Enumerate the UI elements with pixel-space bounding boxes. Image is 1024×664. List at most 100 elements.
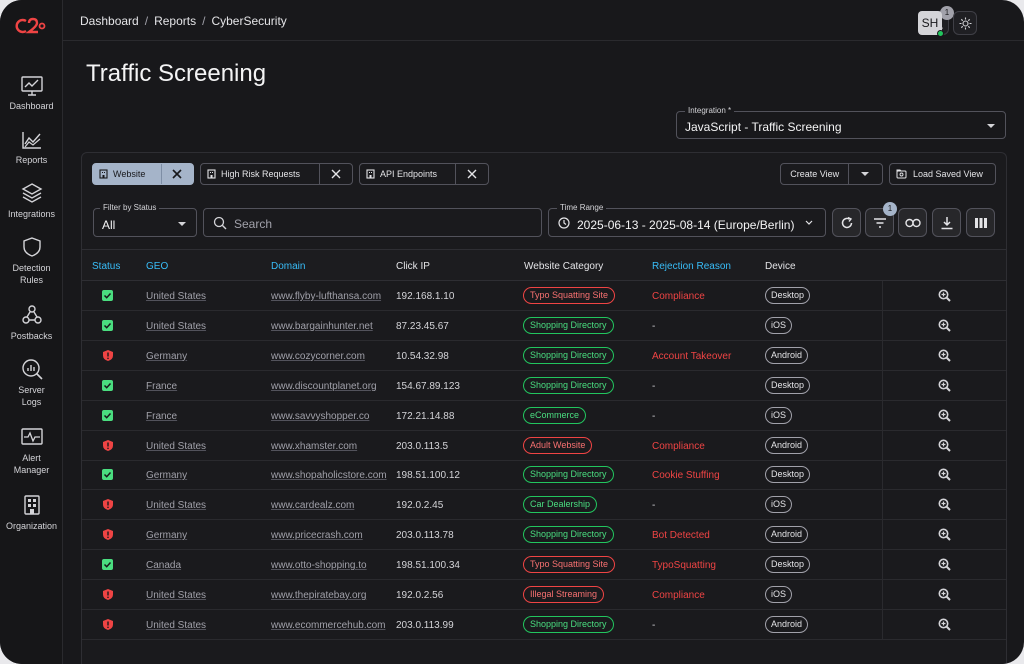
table-row[interactable]: United States www.thepiratebay.org 192.0… (82, 580, 1006, 610)
remove-chip-button[interactable] (162, 164, 193, 184)
geo-cell[interactable]: United States (146, 320, 207, 332)
website-category-tag: eCommerce (523, 406, 587, 424)
breadcrumb-dashboard[interactable]: Dashboard (80, 14, 139, 28)
table-row[interactable]: United States www.flyby-lufthansa.com 19… (82, 281, 1006, 311)
download-button[interactable] (932, 208, 961, 237)
table-row[interactable]: France www.savvyshopper.co 172.21.14.88 … (82, 400, 1006, 431)
table-row[interactable]: Germany www.cozycorner.com 10.54.32.98 S… (82, 340, 1006, 371)
domain-cell[interactable]: www.thepiratebay.org (271, 590, 367, 601)
avatar[interactable]: SH (918, 11, 942, 35)
device-tag: Android (765, 615, 809, 633)
geo-cell[interactable]: Germany (146, 530, 188, 542)
zoom-in-icon[interactable] (938, 618, 951, 631)
refresh-icon (841, 216, 852, 228)
zoom-in-icon[interactable] (938, 588, 951, 601)
search-input[interactable]: Search (203, 208, 542, 237)
geo-cell[interactable]: Canada (146, 560, 182, 572)
create-view-dropdown[interactable] (849, 164, 882, 184)
sidebar-item-server-logs[interactable]: Server Logs (0, 358, 63, 408)
domain-cell[interactable]: www.bargainhunter.net (271, 320, 373, 332)
view-chip-website[interactable]: Website (92, 163, 194, 185)
domain-cell[interactable]: www.xhamster.com (271, 440, 358, 452)
geo-cell[interactable]: Germany (146, 350, 188, 362)
theme-toggle-button[interactable] (953, 11, 977, 35)
table-row[interactable]: United States www.xhamster.com 203.0.113… (82, 430, 1006, 461)
column-header-status[interactable]: Status (92, 261, 121, 272)
geo-cell[interactable]: Germany (146, 470, 188, 482)
zoom-in-icon[interactable] (938, 289, 951, 302)
geo-cell[interactable]: United States (146, 619, 207, 631)
zoom-in-icon[interactable] (938, 439, 951, 452)
breadcrumb-current: CyberSecurity (211, 14, 287, 28)
sidebar-item-detection-rules[interactable]: Detection Rules (0, 236, 63, 286)
column-divider (882, 400, 883, 431)
zoom-in-icon[interactable] (938, 409, 951, 422)
filter-button[interactable]: 1 (865, 202, 897, 237)
status-filter-select[interactable]: Filter by Status All (93, 203, 197, 237)
zoom-in-icon[interactable] (938, 468, 951, 482)
view-chip-high-risk-requests[interactable]: High Risk Requests (200, 163, 353, 185)
geo-cell[interactable]: France (146, 380, 178, 392)
sidebar-item-postbacks[interactable]: Postbacks (0, 304, 63, 342)
rejection-reason-cell: - (652, 410, 656, 422)
sidebar-item-organization[interactable]: Organization (0, 494, 63, 532)
table-row[interactable]: United States www.bargainhunter.net 87.2… (82, 310, 1006, 341)
zoom-in-icon[interactable] (938, 379, 951, 392)
sidebar-item-dashboard[interactable]: Dashboard (0, 76, 63, 112)
remove-chip-button[interactable] (320, 164, 352, 184)
table-row[interactable]: Canada www.otto-shopping.to 198.51.100.3… (82, 550, 1006, 581)
time-range-label: Time Range (557, 203, 607, 212)
geo-cell[interactable]: United States (146, 590, 207, 601)
table-row[interactable]: United States www.cardealz.com 192.0.2.4… (82, 490, 1006, 521)
geo-cell[interactable]: United States (146, 500, 207, 512)
table-row[interactable]: Germany www.pricecrash.com 203.0.113.78 … (82, 520, 1006, 551)
domain-cell[interactable]: www.flyby-lufthansa.com (271, 291, 382, 302)
risk-shield-icon (103, 439, 113, 451)
breadcrumb-reports[interactable]: Reports (154, 14, 197, 28)
load-saved-view-label: Load Saved View (913, 169, 983, 179)
load-saved-view-button[interactable]: Load Saved View (889, 163, 996, 185)
rejection-reason-cell: - (652, 380, 656, 392)
create-view-button[interactable]: Create View (780, 163, 883, 185)
time-range-picker[interactable]: Time Range 2025-06-13 - 2025-08-14 (Euro… (548, 203, 826, 237)
brand-logo[interactable] (14, 16, 48, 36)
website-category-tag: Illegal Streaming (523, 586, 605, 603)
zoom-in-icon[interactable] (938, 319, 951, 332)
column-header-rejection-reason[interactable]: Rejection Reason (652, 261, 731, 272)
domain-cell[interactable]: www.shopaholicstore.com (271, 470, 387, 482)
geo-cell[interactable]: France (146, 410, 178, 422)
sidebar-item-reports[interactable]: Reports (0, 130, 63, 166)
link-icon (904, 218, 921, 227)
zoom-in-icon[interactable] (938, 558, 951, 571)
table-row[interactable]: Germany www.shopaholicstore.com 198.51.1… (82, 460, 1006, 491)
domain-cell[interactable]: www.otto-shopping.to (271, 560, 367, 572)
zoom-in-icon[interactable] (938, 498, 951, 512)
zoom-in-icon[interactable] (938, 349, 951, 362)
domain-cell[interactable]: www.cardealz.com (271, 500, 355, 512)
geo-cell[interactable]: United States (146, 291, 207, 302)
building-icon (99, 169, 108, 179)
integration-select[interactable]: Integration * JavaScript - Traffic Scree… (676, 106, 1006, 139)
table-row[interactable]: United States www.ecommercehub.com 203.0… (82, 609, 1006, 640)
refresh-button[interactable] (832, 208, 861, 237)
sidebar-item-integrations[interactable]: Integrations (0, 182, 63, 220)
share-link-button[interactable] (898, 208, 927, 237)
geo-cell[interactable]: United States (146, 440, 207, 452)
domain-cell[interactable]: www.discountplanet.org (271, 380, 377, 392)
risk-shield-icon (103, 529, 113, 541)
website-category-tag: Typo Squatting Site (523, 287, 616, 304)
column-divider (882, 490, 883, 521)
columns-button[interactable] (966, 208, 995, 237)
domain-cell[interactable]: www.pricecrash.com (271, 530, 363, 542)
domain-cell[interactable]: www.cozycorner.com (271, 350, 365, 362)
remove-chip-button[interactable] (456, 164, 488, 184)
column-header-domain[interactable]: Domain (271, 261, 306, 272)
zoom-in-icon[interactable] (938, 528, 951, 541)
domain-cell[interactable]: www.ecommercehub.com (271, 619, 386, 631)
view-chip-api-endpoints[interactable]: API Endpoints (359, 163, 489, 185)
device-tag: iOS (765, 586, 793, 603)
sidebar-item-alert-manager[interactable]: Alert Manager (0, 426, 63, 476)
domain-cell[interactable]: www.savvyshopper.co (271, 410, 370, 422)
column-header-geo[interactable]: GEO (146, 261, 169, 272)
table-row[interactable]: France www.discountplanet.org 154.67.89.… (82, 370, 1006, 401)
